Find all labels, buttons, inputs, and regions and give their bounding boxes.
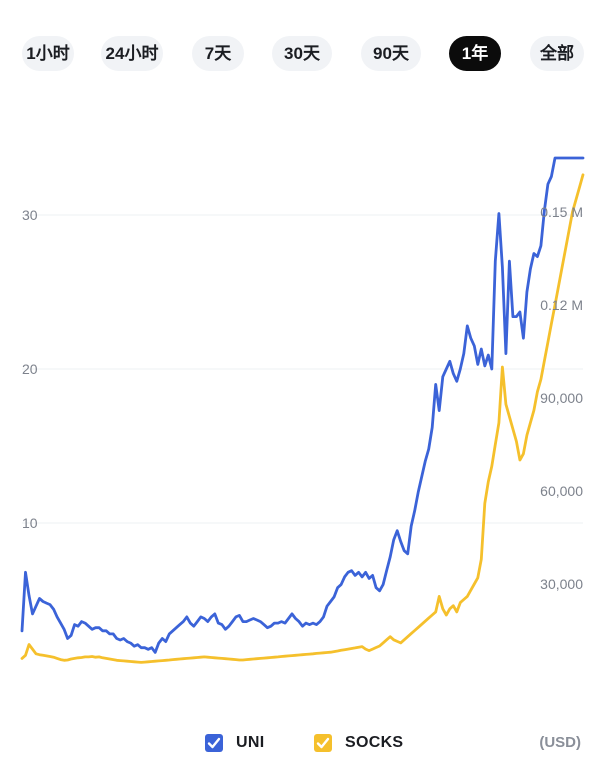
series-line-socks <box>20 173 585 664</box>
chart-lines <box>20 156 585 664</box>
range-tab-1y[interactable]: 1年 <box>449 36 501 71</box>
right-tick-label: 90,000 <box>540 390 583 406</box>
range-tab-90d[interactable]: 90天 <box>361 36 421 71</box>
left-tick-label: 30 <box>22 207 38 223</box>
legend-label-socks: SOCKS <box>345 734 404 751</box>
range-tab-1h[interactable]: 1小时 <box>22 36 74 71</box>
chart-grid <box>22 214 583 524</box>
series-line-uni <box>20 156 585 654</box>
time-range-bar: 1小时 24小时 7天 30天 90天 1年 全部 <box>0 0 605 110</box>
currency-unit-label: (USD) <box>539 734 581 751</box>
left-axis: 10 20 30 <box>22 207 38 531</box>
legend-item-uni[interactable]: UNI <box>205 731 264 755</box>
checkbox-checked-icon[interactable] <box>205 734 223 752</box>
legend-label-uni: UNI <box>236 734 265 751</box>
right-tick-label: 60,000 <box>540 483 583 499</box>
range-tab-30d[interactable]: 30天 <box>272 36 332 71</box>
checkbox-checked-icon[interactable] <box>314 734 332 752</box>
left-tick-label: 20 <box>22 361 38 377</box>
left-tick-label: 10 <box>22 515 38 531</box>
range-tab-all[interactable]: 全部 <box>530 36 584 71</box>
right-tick-label: 30,000 <box>540 576 583 592</box>
right-tick-label: 0.12 M <box>540 297 583 313</box>
range-tab-24h[interactable]: 24小时 <box>101 36 163 71</box>
right-tick-label: 0.15 M <box>540 204 583 220</box>
range-tab-7d[interactable]: 7天 <box>192 36 244 71</box>
right-axis: 30,000 60,000 90,000 0.12 M 0.15 M <box>540 204 583 592</box>
legend-item-socks[interactable]: SOCKS <box>314 731 403 755</box>
